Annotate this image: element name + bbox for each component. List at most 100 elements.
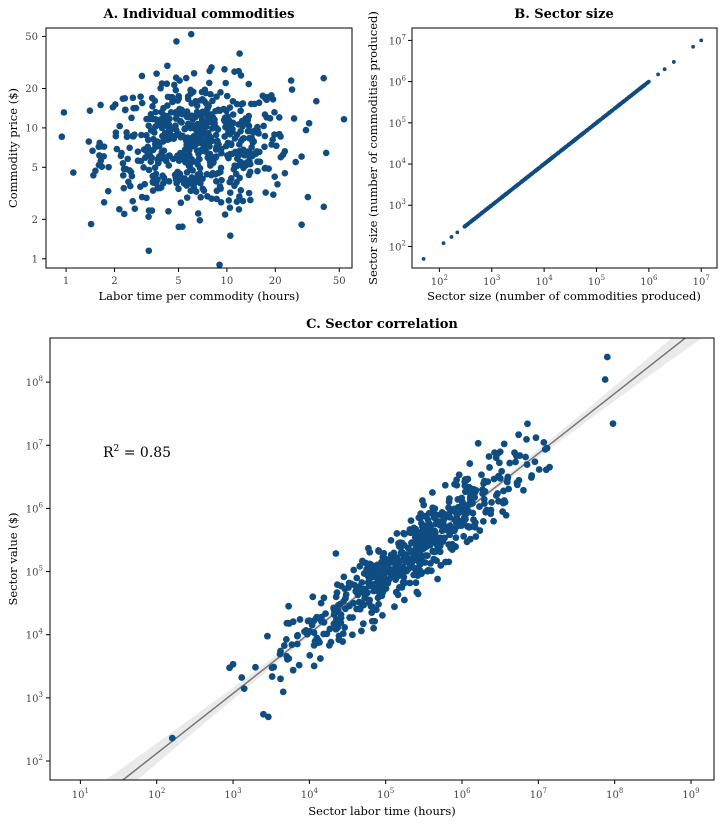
data-point bbox=[236, 50, 243, 57]
data-point bbox=[441, 481, 449, 489]
data-point bbox=[145, 166, 153, 174]
data-point bbox=[288, 641, 296, 649]
data-point bbox=[190, 69, 198, 77]
data-point bbox=[140, 164, 147, 171]
y-tick-label: 1 bbox=[32, 254, 38, 265]
data-point bbox=[266, 115, 274, 122]
data-point bbox=[382, 585, 390, 592]
data-point bbox=[513, 481, 521, 489]
data-point bbox=[523, 461, 531, 468]
data-point bbox=[240, 685, 248, 693]
data-point bbox=[523, 436, 530, 443]
y-tick-label: 50 bbox=[25, 32, 38, 43]
data-point bbox=[357, 627, 365, 635]
data-point bbox=[464, 475, 472, 483]
data-point bbox=[320, 203, 328, 211]
data-point bbox=[401, 579, 409, 587]
data-point bbox=[175, 92, 183, 100]
data-point bbox=[195, 147, 202, 155]
data-point bbox=[177, 149, 184, 157]
data-point bbox=[332, 593, 340, 601]
data-point bbox=[172, 176, 180, 183]
data-point bbox=[356, 562, 364, 570]
data-point bbox=[149, 103, 156, 110]
y-tick-label: 108 bbox=[26, 375, 43, 389]
data-point bbox=[248, 136, 255, 143]
data-point bbox=[177, 174, 185, 181]
data-point bbox=[368, 609, 376, 617]
data-point bbox=[212, 154, 219, 161]
data-point bbox=[188, 134, 195, 142]
data-point bbox=[320, 630, 328, 638]
data-point bbox=[217, 145, 225, 153]
x-tick-label: 1 bbox=[63, 276, 69, 287]
data-point bbox=[129, 197, 137, 205]
x-tick-label: 102 bbox=[431, 274, 448, 288]
data-point bbox=[465, 523, 473, 531]
x-tick-label: 105 bbox=[377, 787, 394, 801]
data-point bbox=[207, 111, 215, 118]
data-point bbox=[535, 466, 543, 473]
data-point bbox=[256, 158, 264, 166]
data-point bbox=[247, 196, 254, 204]
data-point bbox=[204, 192, 211, 200]
data-point bbox=[163, 80, 171, 88]
data-point bbox=[236, 174, 243, 182]
data-point bbox=[198, 124, 205, 132]
panel-c-frame bbox=[49, 337, 715, 781]
data-point bbox=[105, 163, 112, 171]
data-point bbox=[322, 149, 330, 157]
data-point bbox=[177, 199, 185, 207]
data-point bbox=[194, 171, 202, 178]
data-point bbox=[516, 452, 524, 459]
data-point bbox=[141, 180, 149, 188]
data-point bbox=[168, 734, 176, 742]
data-point bbox=[209, 97, 216, 105]
data-point bbox=[485, 453, 493, 460]
data-point bbox=[671, 60, 676, 64]
data-point bbox=[213, 187, 221, 195]
data-point bbox=[400, 573, 408, 581]
data-point bbox=[463, 223, 468, 228]
x-tick-label: 102 bbox=[148, 787, 165, 801]
data-point bbox=[262, 189, 269, 196]
data-point bbox=[507, 189, 512, 194]
data-point bbox=[502, 511, 510, 519]
data-point bbox=[513, 185, 517, 189]
data-point bbox=[187, 30, 195, 38]
data-point bbox=[483, 506, 491, 514]
data-point bbox=[208, 64, 215, 71]
data-point bbox=[302, 126, 310, 134]
data-point bbox=[418, 570, 425, 578]
y-tick-label: 105 bbox=[389, 116, 406, 130]
data-point bbox=[506, 459, 514, 467]
x-tick-label: 107 bbox=[530, 787, 547, 801]
data-point bbox=[289, 666, 297, 674]
data-point bbox=[295, 661, 303, 669]
data-point bbox=[412, 579, 420, 587]
data-point bbox=[196, 217, 204, 224]
y-tick-label: 106 bbox=[26, 501, 44, 515]
data-point bbox=[699, 38, 704, 43]
data-point bbox=[527, 474, 535, 481]
panel-a-x-axis-label: Labor time per commodity (hours) bbox=[99, 289, 300, 303]
data-point bbox=[447, 508, 455, 515]
data-point bbox=[129, 94, 137, 102]
data-point bbox=[104, 187, 112, 195]
data-point bbox=[458, 498, 466, 506]
data-point bbox=[454, 503, 462, 511]
data-point bbox=[216, 261, 223, 269]
panel-c: C. Sector correlation 101 102 103 104 105 106… bbox=[6, 317, 715, 818]
data-point bbox=[60, 109, 68, 116]
data-point bbox=[113, 145, 121, 153]
data-point bbox=[239, 197, 247, 205]
data-point bbox=[375, 600, 382, 608]
data-point bbox=[469, 509, 477, 517]
data-point bbox=[347, 580, 355, 588]
data-point bbox=[522, 453, 530, 461]
x-tick-label: 106 bbox=[453, 787, 471, 801]
data-point bbox=[168, 93, 176, 101]
data-point bbox=[185, 151, 193, 159]
data-point bbox=[126, 144, 133, 152]
data-point bbox=[138, 99, 146, 107]
